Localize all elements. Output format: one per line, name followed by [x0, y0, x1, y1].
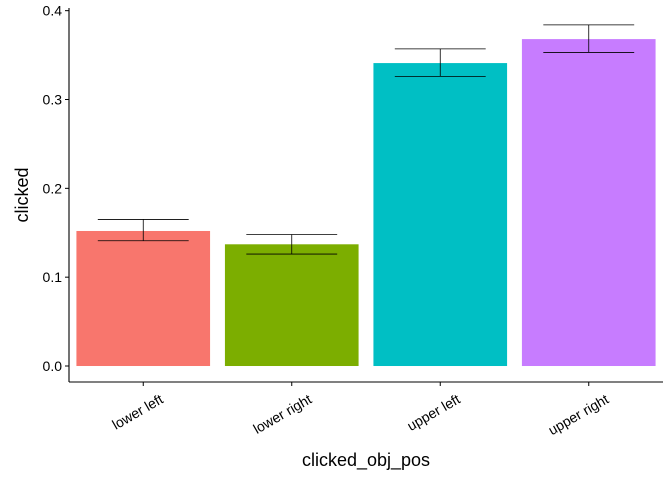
x-axis-title: clicked_obj_pos	[302, 450, 430, 471]
y-tick-label: 0.0	[43, 358, 63, 374]
y-tick-label: 0.2	[43, 180, 63, 196]
error-bar-lower-right	[246, 234, 338, 255]
y-axis-title: clicked	[12, 167, 32, 222]
error-bar-upper-left	[394, 48, 486, 77]
error-bar-lower-left	[97, 219, 189, 242]
bars-layer	[76, 39, 656, 367]
x-tick-label: lower left	[109, 391, 166, 433]
x-tick-label: upper right	[545, 391, 611, 438]
bar-lower-right	[224, 244, 359, 367]
x-tick-label: upper left	[404, 391, 463, 434]
bar-upper-left	[373, 63, 508, 367]
bar-upper-right	[521, 39, 656, 367]
bar-lower-left	[76, 230, 211, 367]
x-tick-label: lower right	[250, 391, 314, 437]
y-tick-label: 0.1	[43, 269, 63, 285]
y-tick-label: 0.3	[43, 92, 63, 108]
y-axis-ticks: 0.0 0.1 0.2 0.3 0.4	[43, 3, 69, 374]
error-bars-layer	[97, 24, 635, 255]
error-bar-upper-right	[543, 24, 635, 53]
x-axis-ticks: lower left lower right upper left upper rig…	[109, 382, 611, 438]
y-tick-label: 0.4	[43, 3, 63, 19]
